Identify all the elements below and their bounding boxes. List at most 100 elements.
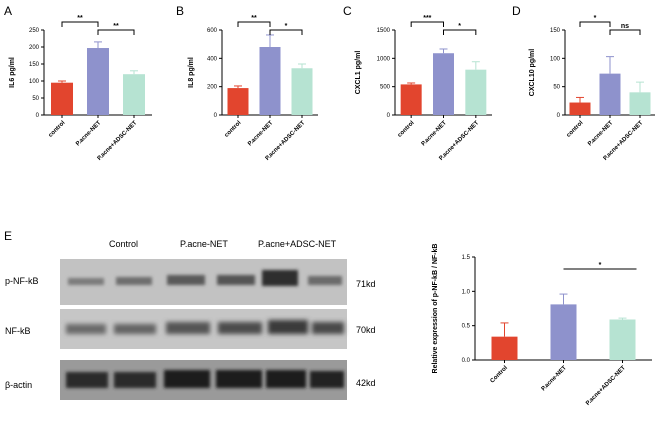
blot-band bbox=[266, 370, 306, 388]
blot-row-label-nfkb: NF-kB bbox=[5, 326, 31, 336]
significance-label: * bbox=[458, 23, 461, 30]
bar bbox=[123, 74, 145, 115]
bar bbox=[227, 88, 249, 115]
blot-band bbox=[262, 270, 298, 286]
bar bbox=[599, 73, 621, 115]
category-label: P.acne+ADSC-NET bbox=[97, 120, 139, 162]
category-label: control bbox=[224, 120, 243, 139]
blot-row-label-p-nfkb: p-NF-kB bbox=[5, 276, 39, 286]
y-tick-label: 0 bbox=[557, 113, 561, 119]
y-tick-label: 150 bbox=[29, 62, 40, 68]
significance-label: * bbox=[594, 15, 597, 22]
significance-label: ** bbox=[113, 23, 119, 30]
y-tick-label: 50 bbox=[32, 96, 39, 102]
y-axis-title: IL8 pg/ml bbox=[188, 57, 195, 88]
panel-letter-d: D bbox=[512, 4, 521, 18]
y-tick-label: 50 bbox=[553, 85, 560, 91]
y-tick-label: 1000 bbox=[377, 56, 391, 62]
blot-size-beta-actin: 42kd bbox=[356, 378, 376, 388]
blot-lane-label-pacne-adsc-net: P.acne+ADSC-NET bbox=[258, 239, 337, 249]
bar bbox=[465, 69, 487, 115]
category-label: control bbox=[48, 120, 67, 139]
y-tick-label: 1.0 bbox=[462, 289, 471, 295]
y-axis-title: IL6 pg/ml bbox=[9, 57, 16, 88]
panel-letter-e: E bbox=[4, 229, 12, 243]
blot-band bbox=[66, 324, 106, 334]
blot-band bbox=[114, 324, 156, 334]
y-tick-label: 600 bbox=[207, 28, 218, 34]
cxcl1-bar-chart: 0 500 1000 1500 CXCL1 pg/ml control P.acne-NET… bbox=[355, 15, 492, 162]
bar bbox=[87, 48, 109, 115]
y-tick-label: 150 bbox=[550, 28, 561, 34]
category-label: P.acne-NET bbox=[541, 365, 569, 393]
y-tick-label: 1.5 bbox=[462, 255, 471, 261]
nfkb-quantification-chart: 0.0 0.5 1.0 1.5 Relative expression of p-NF-… bbox=[432, 244, 652, 407]
bar bbox=[609, 319, 636, 360]
bar bbox=[51, 82, 73, 115]
blot-band bbox=[166, 322, 210, 334]
y-tick-label: 250 bbox=[29, 28, 40, 34]
significance-bracket bbox=[579, 21, 611, 27]
y-tick-label: 200 bbox=[29, 45, 40, 51]
y-tick-label: 0 bbox=[387, 113, 391, 119]
significance-bracket bbox=[61, 21, 99, 27]
category-label: P.acne-NET bbox=[587, 120, 615, 148]
category-label: P.acne-NET bbox=[247, 120, 275, 148]
y-tick-label: 500 bbox=[380, 85, 391, 91]
y-axis-title: CXCL10 pg/ml bbox=[529, 49, 536, 97]
bar bbox=[629, 92, 651, 115]
blot-size-nfkb: 70kd bbox=[356, 325, 376, 335]
category-label: P.acne-NET bbox=[75, 120, 103, 148]
blot-size-p-nfkb: 71kd bbox=[356, 279, 376, 289]
blot-lane-label-pacne-net: P.acne-NET bbox=[180, 239, 228, 249]
significance-label: ns bbox=[621, 23, 629, 30]
blot-band bbox=[66, 372, 108, 388]
category-label: P.acne+ADSC-NET bbox=[585, 365, 627, 407]
blot-band bbox=[312, 322, 344, 334]
category-label: control bbox=[397, 120, 416, 139]
significance-bracket bbox=[237, 21, 271, 27]
blot-band bbox=[308, 276, 342, 285]
y-tick-label: 200 bbox=[207, 85, 218, 91]
blot-band bbox=[216, 370, 262, 388]
y-axis-title: Relative expression of p-NF-kB / NF-kB bbox=[432, 244, 439, 374]
blot-bands-beta-actin bbox=[66, 370, 344, 388]
blot-bands-nfkb bbox=[66, 320, 344, 334]
y-axis-title: CXCL1 pg/ml bbox=[355, 51, 362, 95]
significance-label: * bbox=[599, 262, 602, 269]
y-tick-label: 0.0 bbox=[462, 358, 471, 364]
y-tick-label: 0 bbox=[214, 113, 218, 119]
bar bbox=[569, 102, 591, 115]
blot-band bbox=[218, 322, 262, 334]
blot-row-label-beta-actin: β-actin bbox=[5, 380, 32, 390]
blot-lane-label-control: Control bbox=[109, 239, 138, 249]
category-label: Control bbox=[490, 365, 510, 385]
blot-band bbox=[164, 370, 210, 388]
category-label: control bbox=[566, 120, 585, 139]
significance-bracket bbox=[97, 29, 135, 35]
panel-letter-b: B bbox=[176, 4, 184, 18]
significance-bracket bbox=[443, 29, 477, 35]
significance-bracket bbox=[269, 29, 303, 35]
significance-label: ** bbox=[77, 15, 83, 22]
y-tick-label: 400 bbox=[207, 56, 218, 62]
significance-label: ** bbox=[251, 15, 257, 22]
bar bbox=[433, 53, 454, 115]
y-tick-label: 0.5 bbox=[462, 324, 471, 330]
western-blot: Control P.acne-NET P.acne+ADSC-NET p-NF-… bbox=[5, 239, 376, 400]
category-label: P.acne-NET bbox=[421, 120, 449, 148]
blot-band bbox=[68, 278, 104, 285]
blot-band bbox=[116, 277, 152, 285]
significance-label: *** bbox=[423, 15, 431, 22]
bar bbox=[550, 304, 577, 360]
blot-bands-p-nfkb bbox=[68, 270, 342, 286]
y-tick-label: 0 bbox=[36, 113, 40, 119]
significance-bracket bbox=[410, 21, 444, 27]
blot-band bbox=[167, 275, 205, 285]
y-tick-label: 100 bbox=[29, 79, 40, 85]
bar bbox=[291, 68, 313, 115]
blot-band bbox=[114, 372, 156, 388]
